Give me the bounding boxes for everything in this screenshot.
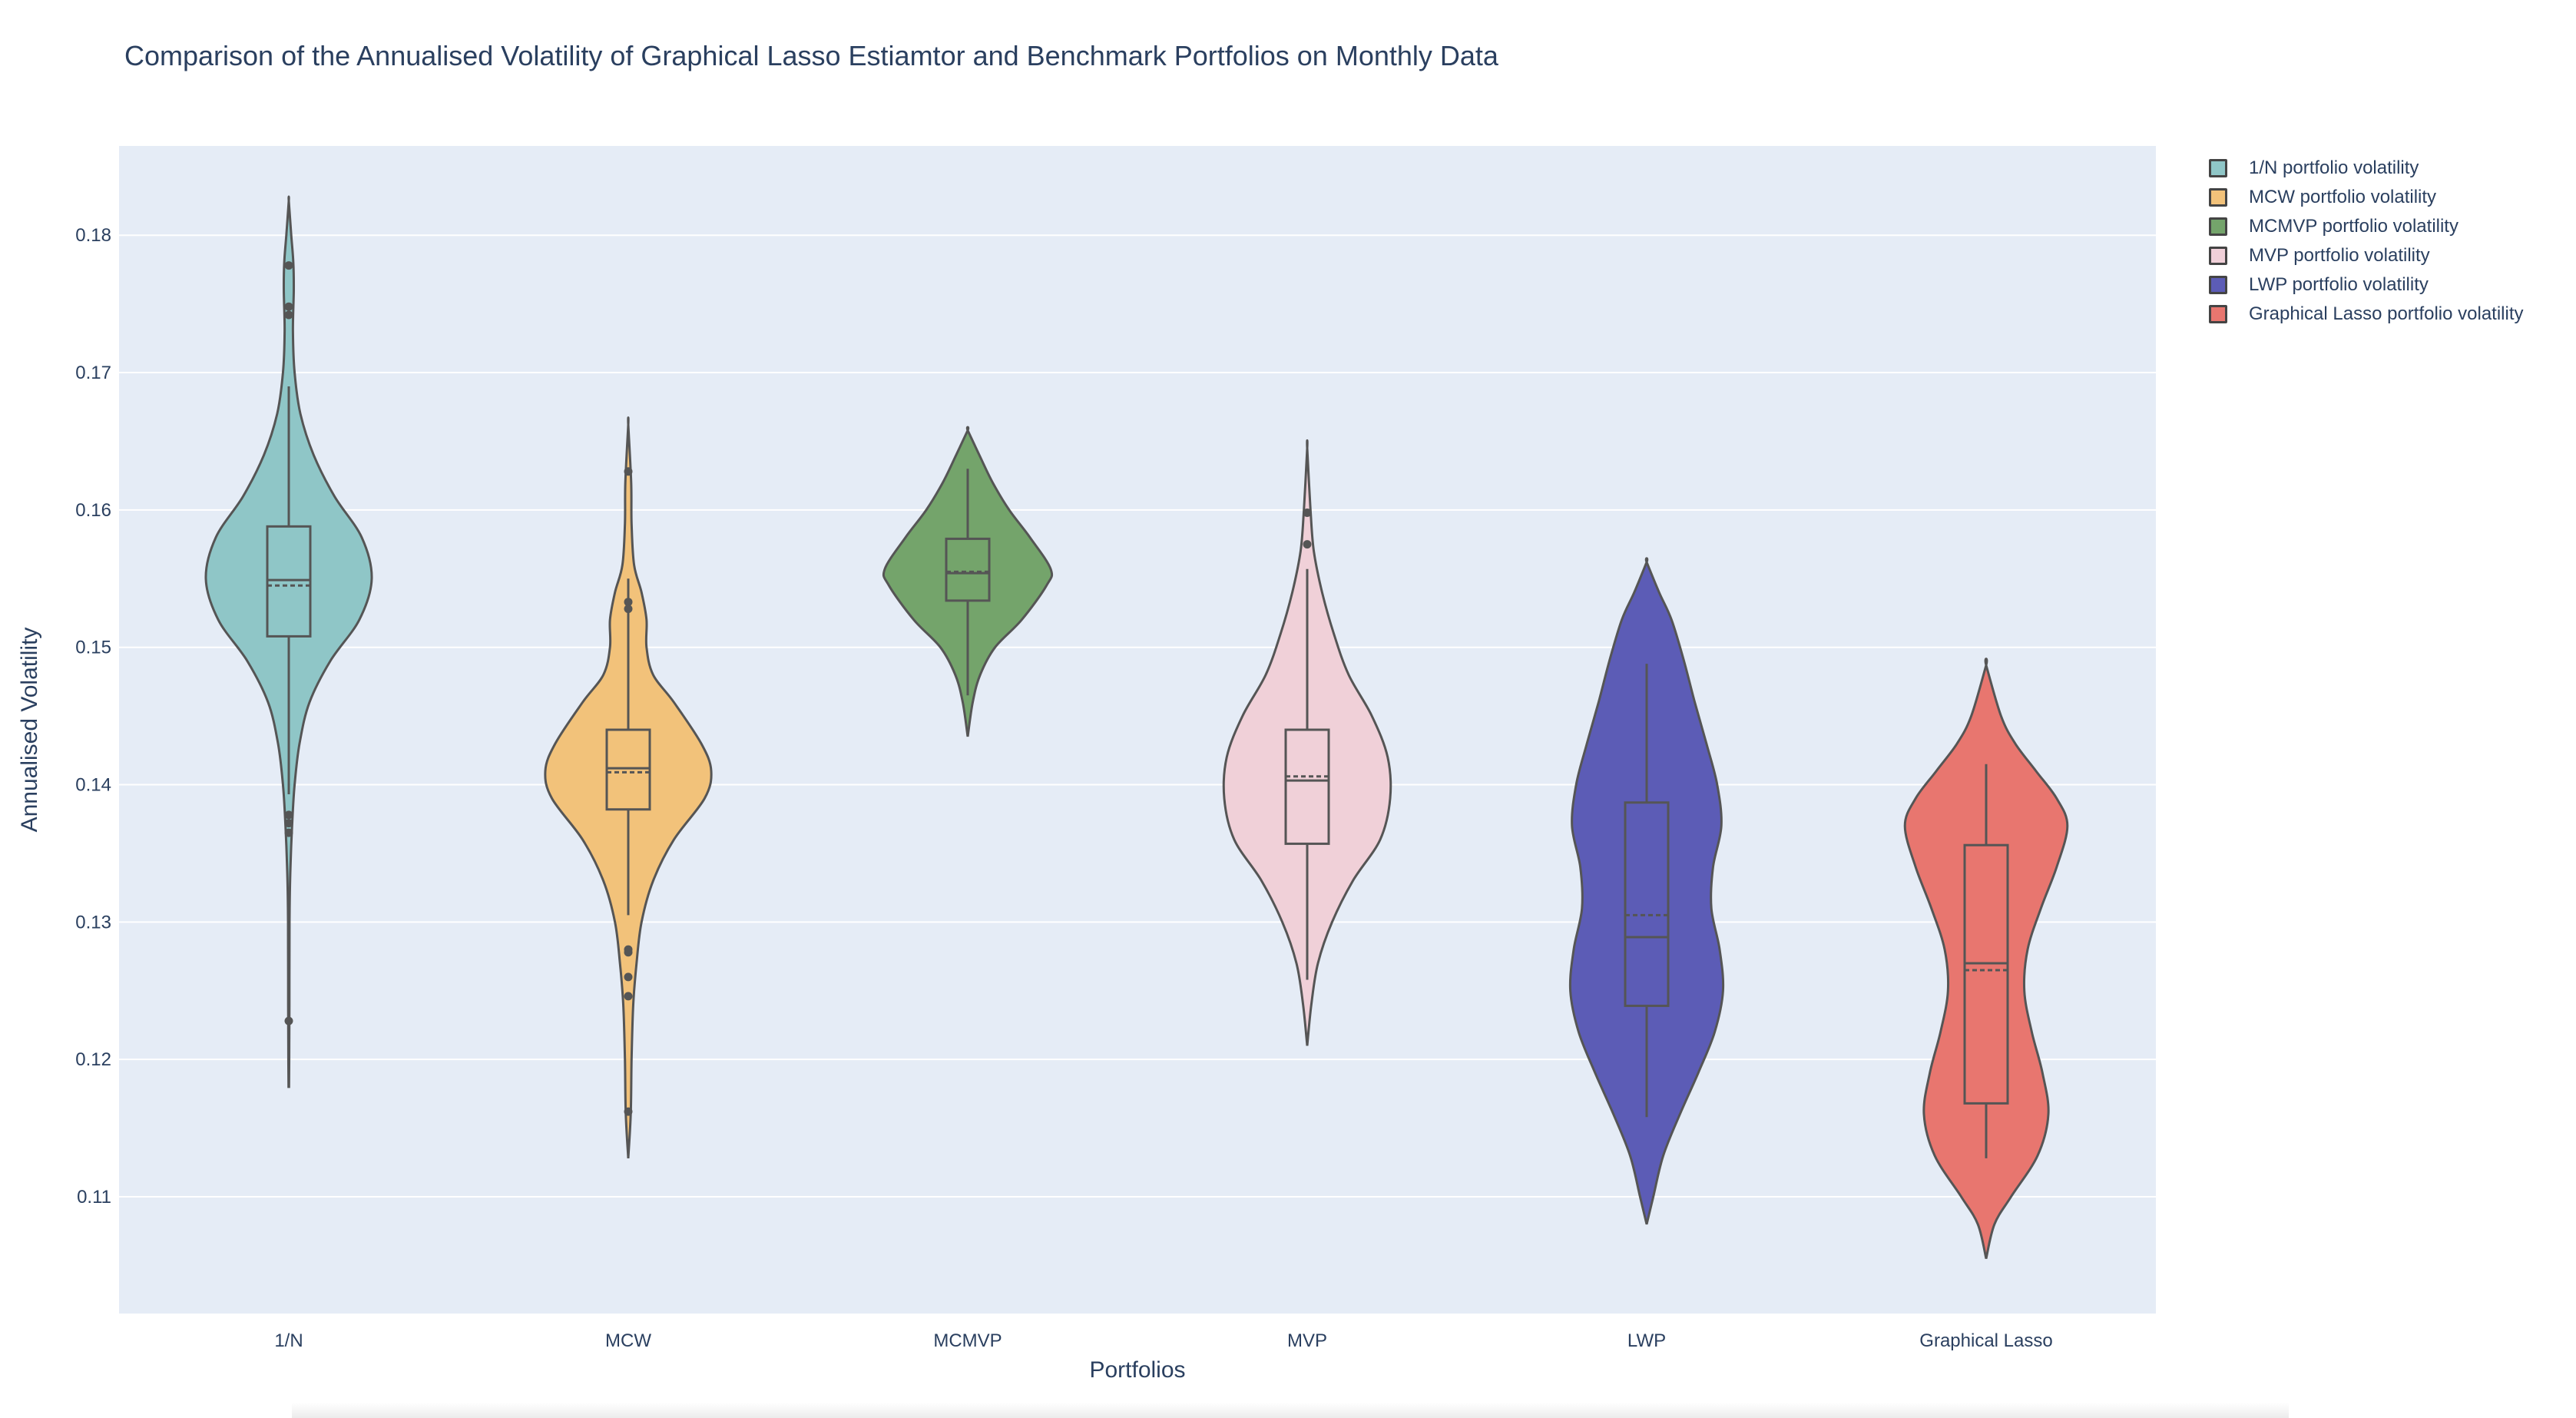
y-axis-title: Annualised Volatility [17,628,42,833]
outlier-point [284,261,293,270]
legend-item[interactable]: 1/N portfolio volatility [2209,154,2524,183]
iqr-box [266,525,312,638]
y-tick-label: 0.12 [75,1049,111,1070]
violin-mcw[interactable] [544,416,713,1158]
outlier-point [1303,540,1312,549]
legend: 1/N portfolio volatility MCW portfolio vo… [2209,154,2524,329]
legend-swatch [2209,276,2227,294]
y-tick-label: 0.16 [75,500,111,521]
legend-item[interactable]: MVP portfolio volatility [2209,241,2524,270]
legend-item[interactable]: LWP portfolio volatility [2209,270,2524,300]
x-axis-title: Portfolios [1089,1357,1185,1383]
iqr-box [1963,843,2009,1105]
x-tick-label: 1/N [274,1330,303,1351]
legend-label: MVP portfolio volatility [2249,245,2430,266]
outlier-point [624,1107,633,1116]
legend-item[interactable]: MCW portfolio volatility [2209,183,2524,212]
x-tick-label: LWP [1627,1330,1666,1351]
outlier-point [624,467,633,476]
outlier-point [284,310,293,320]
x-tick-label: Graphical Lasso [1919,1330,2052,1351]
legend-swatch [2209,247,2227,265]
outlier-point [624,972,633,982]
outlier-point [284,302,293,311]
legend-label: 1/N portfolio volatility [2249,157,2419,178]
legend-item[interactable]: Graphical Lasso portfolio volatility [2209,300,2524,329]
outlier-point [624,605,633,614]
outlier-point [624,948,633,957]
y-tick-label: 0.13 [75,912,111,933]
x-tick-label: MCMVP [933,1330,1002,1351]
iqr-box [945,537,991,602]
violin-1-n[interactable] [204,195,373,1088]
bottom-shadow [292,1403,2289,1418]
violin-lwp[interactable] [1568,557,1725,1225]
y-tick-label: 0.15 [75,638,111,658]
outlier-point [284,1016,293,1025]
iqr-box [1624,801,1670,1007]
outlier-point [1303,508,1312,517]
violin-mvp[interactable] [1222,439,1392,1046]
legend-swatch [2209,188,2227,207]
y-tick-label: 0.11 [77,1187,111,1208]
y-tick-label: 0.14 [75,775,111,796]
x-tick-labels: 1/N MCW MCMVP MVP LWP Graphical Lasso [274,1330,2052,1351]
iqr-box [605,728,651,811]
x-tick-label: MCW [605,1330,651,1351]
x-tick-label: MVP [1287,1330,1327,1351]
violin-mcmvp[interactable] [882,426,1054,737]
outlier-point [624,992,633,1001]
legend-label: Graphical Lasso portfolio volatility [2249,303,2524,324]
violin-graphical-lasso[interactable] [1903,658,2069,1259]
legend-label: MCW portfolio volatility [2249,187,2437,207]
gridlines [119,234,2156,1198]
legend-swatch [2209,217,2227,236]
plot-area [119,146,2156,1314]
legend-item[interactable]: MCMVP portfolio volatility [2209,212,2524,241]
y-tick-label: 0.18 [75,225,111,246]
violins [204,195,2069,1259]
chart-title: Comparison of the Annualised Volatility … [124,40,1498,71]
outlier-point [624,598,633,607]
outlier-point [284,819,293,828]
y-tick-label: 0.17 [75,363,111,383]
outlier-point [284,828,293,837]
legend-label: MCMVP portfolio volatility [2249,216,2458,237]
legend-swatch [2209,159,2227,177]
legend-label: LWP portfolio volatility [2249,274,2429,295]
legend-swatch [2209,305,2227,323]
outlier-point [284,810,293,820]
iqr-box [1284,728,1330,845]
y-tick-labels: 0.11 0.12 0.13 0.14 0.15 0.16 0.17 0.18 [75,225,111,1208]
